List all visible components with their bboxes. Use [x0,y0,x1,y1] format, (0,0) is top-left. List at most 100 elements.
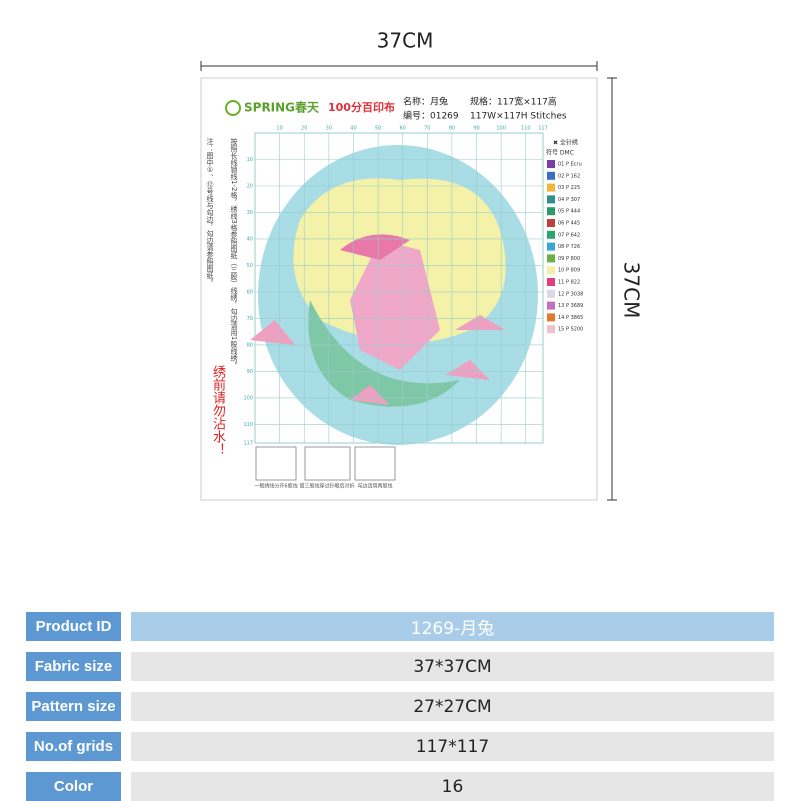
step-icon [304,446,351,481]
legend-code: P 726 [566,244,580,250]
rabbit [350,240,440,370]
clouds-pink [250,315,505,405]
width-label: 37CM [377,29,434,53]
x-tick-label: 10 [276,126,282,132]
x-tick-label: 50 [375,126,381,132]
legend-no: 04 [558,197,564,203]
legend-swatch [547,183,555,192]
x-tick-label: 100 [496,126,506,132]
row-label: No.of grids [26,732,121,761]
moon-crescent [308,300,460,407]
legend-swatch [547,195,555,204]
legend-code: P 642 [566,232,580,238]
y-tick-label: 20 [247,183,253,189]
legend-no: 07 [558,232,564,238]
x-tick-label: 20 [301,126,307,132]
row-value: 117*117 [131,732,774,761]
row-value: 37*37CM [131,652,774,681]
pattern-size: 规格：117宽×117高 [470,96,557,108]
legend-code: P 3689 [566,303,583,309]
legend-code: P 5200 [566,327,583,333]
legend-swatch [547,207,555,216]
height-label: 37CM [620,262,644,319]
step-icon [354,446,396,481]
legend-code: P 809 [566,268,580,274]
legend-code: P 162 [566,173,580,179]
stitches: 117W×117H Stitches [470,112,567,122]
rabbit-ear [340,234,410,260]
legend-no: 05 [558,209,564,215]
y-tick-label: 110 [243,422,253,428]
x-tick-label: 90 [473,126,479,132]
step-caption: 一根绣线分开6股线 [254,483,297,490]
legend-code: P 225 [566,185,580,191]
legend-no: 12 [558,291,564,297]
legend-swatch [547,278,555,286]
legend-swatch [547,313,555,322]
row-label: Product ID [26,612,121,641]
legend-swatch [547,230,555,239]
legend-header: 符号 DMC [546,149,574,157]
legend-no: 13 [558,303,564,309]
y-tick-label: 40 [247,236,253,242]
row-value: 16 [131,772,774,801]
legend-title: ✖ 全针绣 [553,139,578,147]
x-tick-label: 60 [400,126,406,132]
legend-no: 08 [558,244,564,250]
step-caption: 留三股线穿过针眼后对折 [299,483,354,490]
legend-swatch [547,160,555,168]
legend-no: 15 [558,327,564,333]
y-tick-label: 80 [247,342,253,348]
legend-code: P 445 [566,221,580,227]
legend-no: 10 [558,268,564,274]
row-value: 1269-月兔 [131,612,774,641]
y-tick-label: 30 [247,210,253,216]
y-tick-label: 60 [247,289,253,295]
pattern-code: 编号：01269 [403,110,459,122]
legend-swatch [547,254,555,263]
legend-code: P Ecru [566,162,582,168]
print-brand: 100分百印布 [328,100,395,114]
row-label: Color [26,772,121,801]
note: 按照长线锁线1-2格，绣线3格参照图纸（三股）线绣，勾边请用1股线绣。 [230,138,238,369]
legend-no: 09 [558,256,564,262]
y-tick-label: 100 [243,395,253,401]
legend-code: P 800 [566,256,580,262]
x-tick-label: 80 [449,126,455,132]
x-tick-label: 30 [326,126,332,132]
legend-no: 01 [558,162,564,168]
legend-swatch [547,266,555,275]
row-value: 27*27CM [131,692,774,721]
legend-swatch [547,289,555,298]
legend-swatch [547,171,555,180]
pattern-name: 名称：月兔 [403,96,448,108]
x-tick-label: 70 [424,126,430,132]
y-tick-label: 90 [247,369,253,375]
brand-logo [225,100,241,116]
product-image: 37CM 37CM SPRING春天 100分百印布 名称：月兔 规格：117宽… [200,29,644,501]
y-tick-label: 50 [247,263,253,269]
legend-no: 11 [558,280,564,286]
legend-no: 03 [558,185,564,191]
row-label: Fabric size [26,652,121,681]
legend-no: 02 [558,173,564,179]
y-tick-label: 10 [247,157,253,163]
legend-code: P 3038 [566,291,583,297]
legend-no: 06 [558,221,564,227]
x-tick-label: 40 [350,126,356,132]
legend-code: P 307 [566,197,580,203]
legend-code: P 444 [566,209,580,215]
legend-swatch [547,242,555,251]
x-tick-label: 110 [521,126,531,132]
warning: 绣前请勿沾水！ [210,365,225,456]
legend-swatch [547,301,555,310]
y-tick-label: 117 [243,441,253,447]
note: 注：图中①、⑫号线与勾边，勾边请参照图纸。 [206,138,214,286]
legend-swatch [547,325,555,334]
brand: SPRING春天 [244,100,320,115]
x-tick-label: 117 [538,126,548,132]
legend-code: P 3865 [566,315,583,321]
legend-swatch [547,219,555,227]
